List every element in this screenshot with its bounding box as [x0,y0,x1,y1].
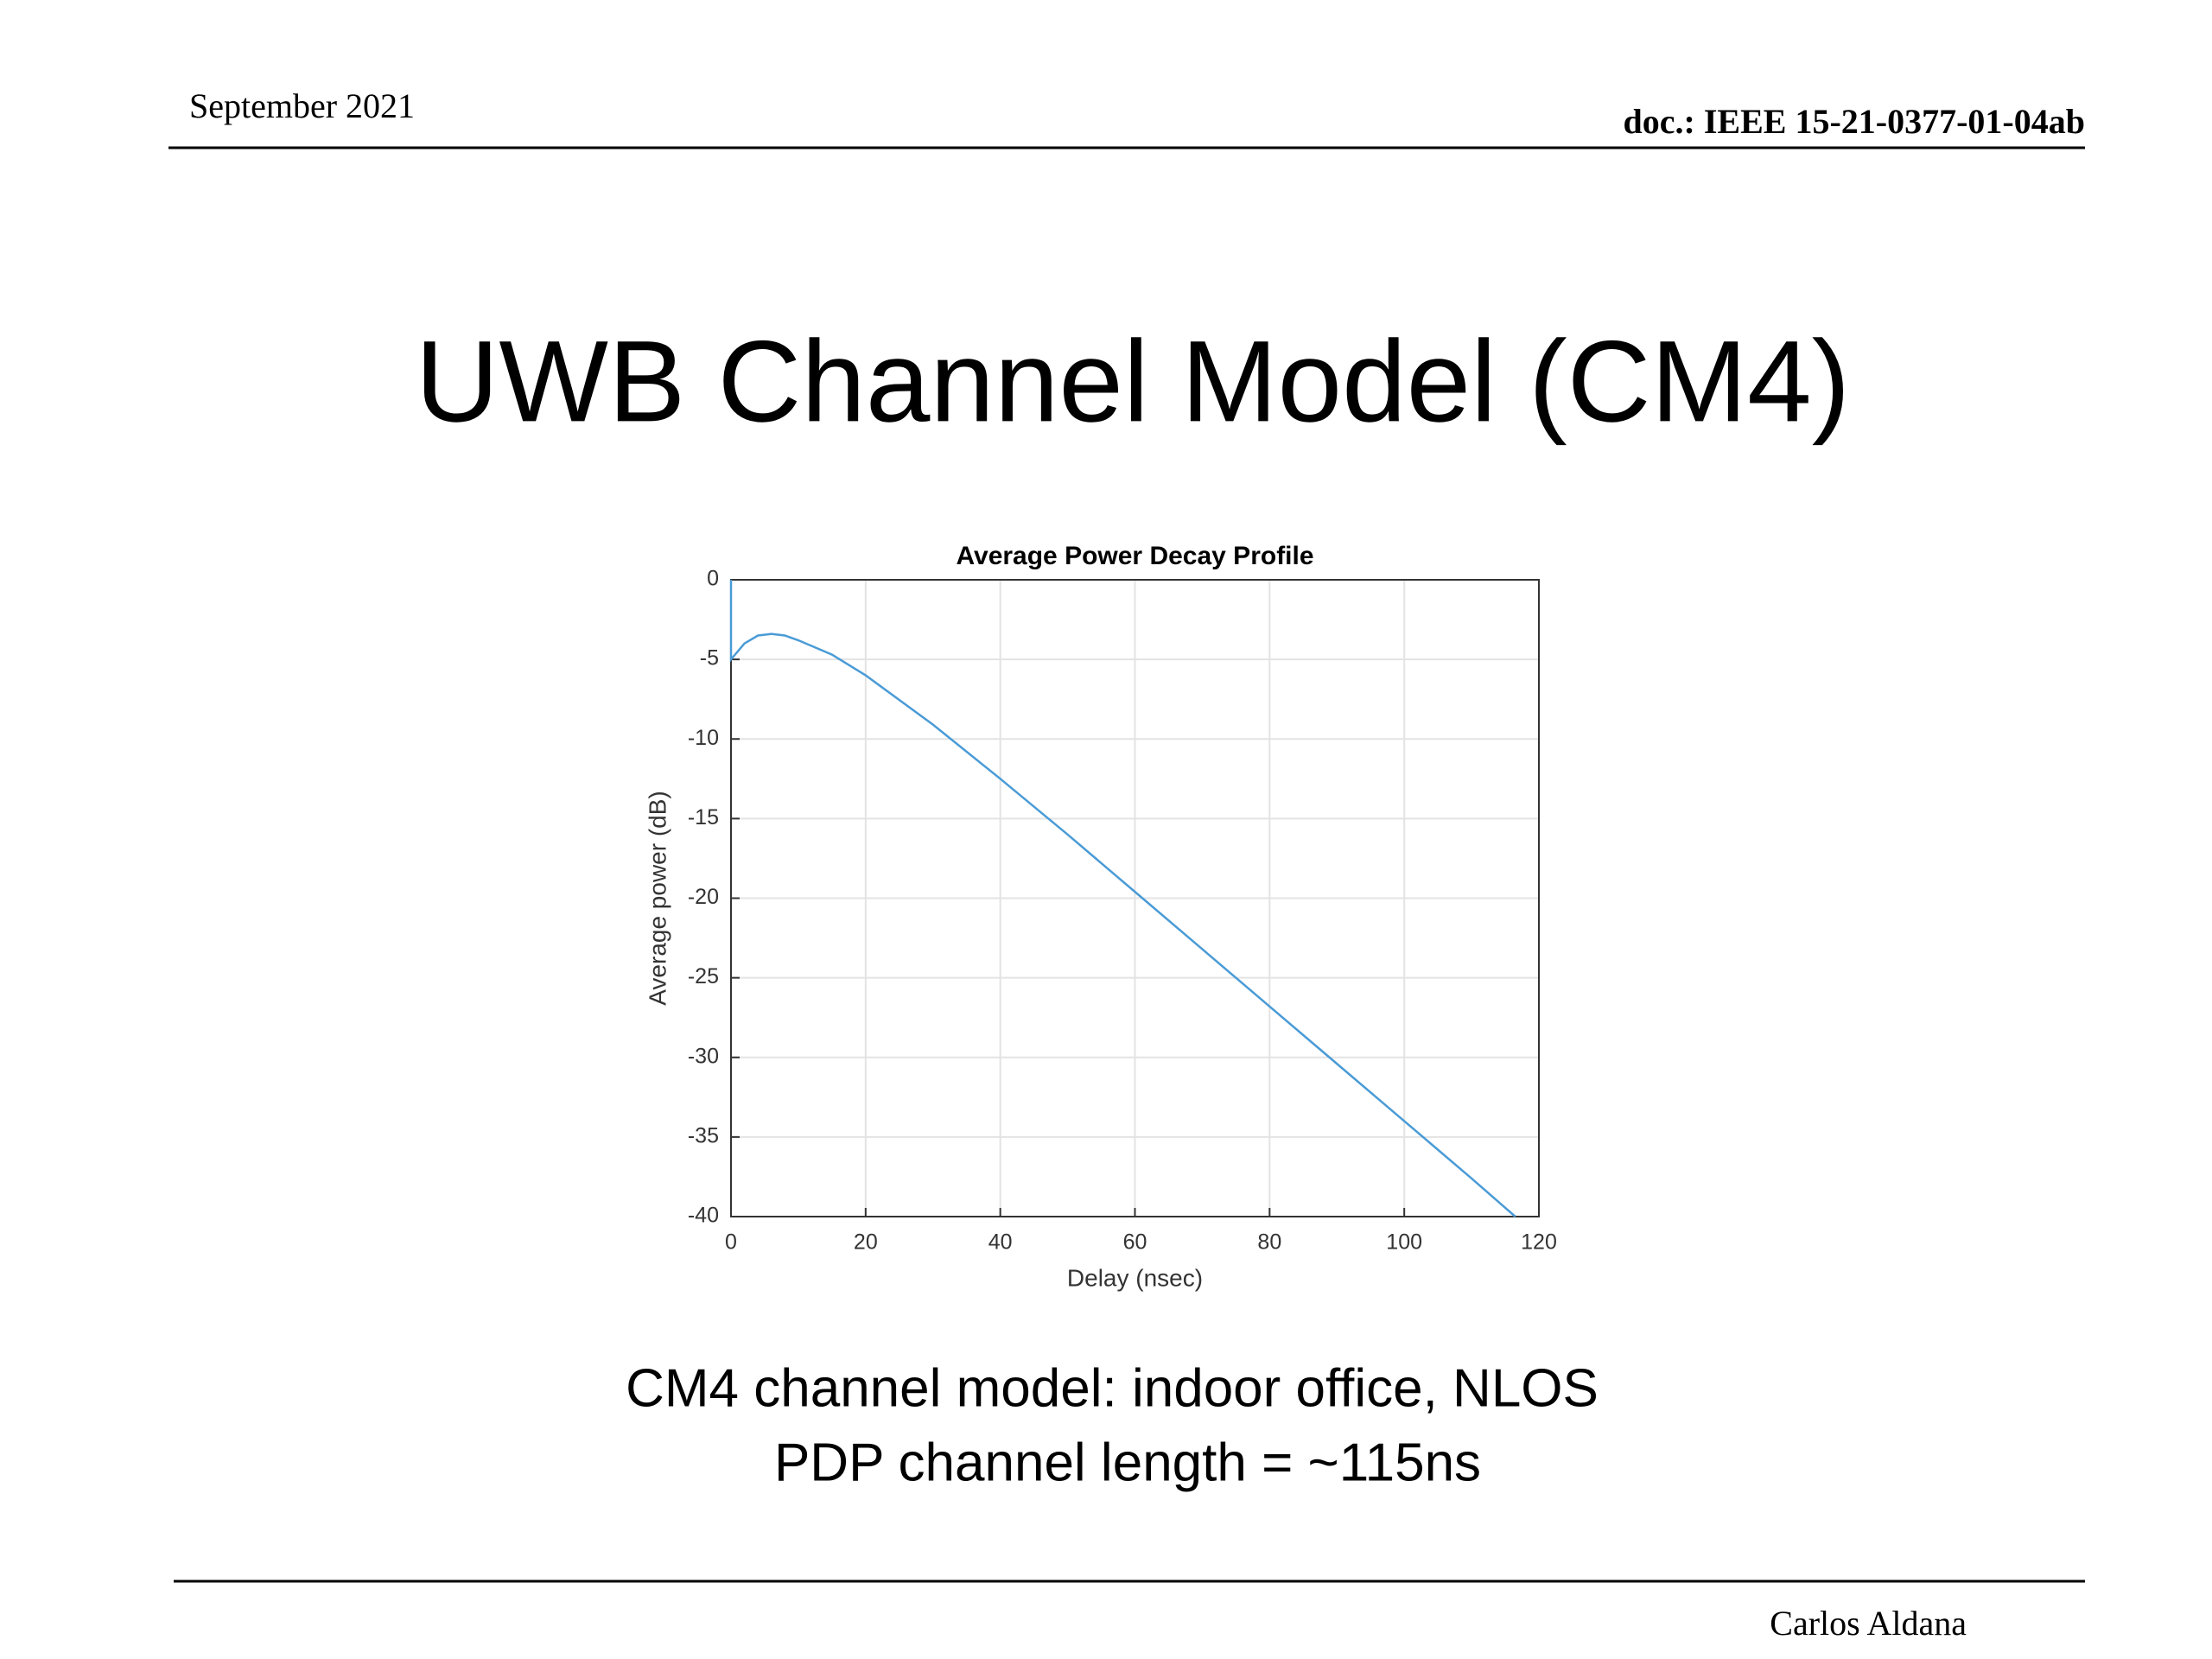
y-tick-label: -25 [688,964,719,988]
plot-frame [730,579,1540,1217]
x-tick-label: 20 [854,1230,878,1255]
header-doc: doc.: IEEE 15-21-0377-01-04ab [1624,102,2085,141]
x-tick-label: 80 [1257,1230,1281,1255]
x-tick-label: 100 [1386,1230,1422,1255]
x-axis-label: Delay (nsec) [1067,1264,1203,1291]
caption-line: PDP channel length = ~115ns [774,1433,1481,1492]
y-tick-label: -5 [700,646,719,671]
data-line [729,580,1516,1217]
y-tick-label: -20 [688,885,719,909]
slide-title: UWB Channel Model (CM4) [416,317,1851,446]
y-tick-label: 0 [707,567,719,591]
header-date: September 2021 [189,86,415,125]
footer-author: Carlos Aldana [1770,1604,1967,1643]
y-tick-label: -40 [688,1204,719,1228]
x-tick-label: 120 [1521,1230,1557,1255]
chart-title: Average Power Decay Profile [956,542,1313,570]
y-tick-label: -10 [688,726,719,750]
x-tick-label: 60 [1123,1230,1147,1255]
y-tick-label: -15 [688,805,719,830]
y-tick-label: -35 [688,1123,719,1147]
y-tick-label: -30 [688,1044,719,1068]
x-tick-label: 0 [725,1230,737,1255]
chart: 0 20 40 60 80 100 120 -40 -35 -30 -25 -20 -15 -10 -5 0 A… [644,542,1556,1291]
y-axis-label: Average power (dB) [644,791,671,1006]
caption-line: CM4 channel model: indoor office, NLOS [626,1358,1599,1418]
x-tick-label: 40 [988,1230,1013,1255]
